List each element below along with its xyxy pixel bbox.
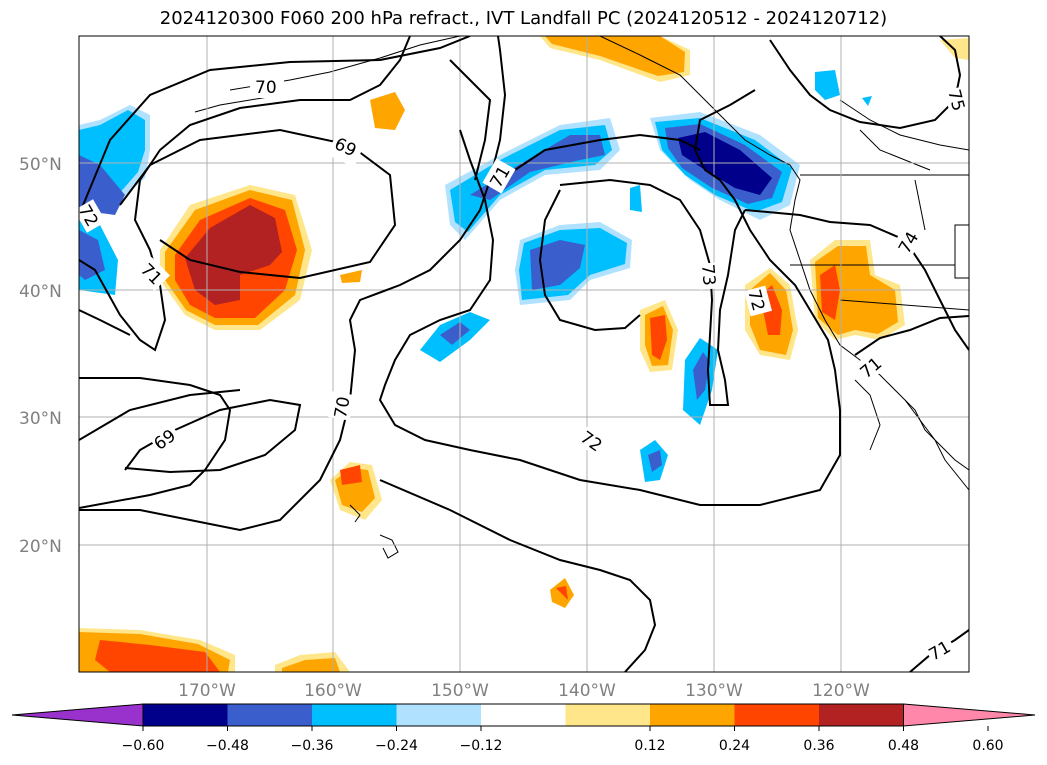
- colorbar-outline: [142, 703, 904, 727]
- colorbar-tick-label: 0.24: [719, 738, 750, 754]
- contour-label: 70: [255, 78, 277, 98]
- lon-label: 130°W: [685, 681, 743, 701]
- lat-label: 40°N: [19, 282, 62, 302]
- lon-label: 140°W: [558, 681, 616, 701]
- colorbar-segment: [565, 704, 651, 726]
- colorbar-tick-label: 0.60: [972, 738, 1003, 754]
- colorbar-segment: [396, 704, 482, 726]
- lon-labels: 170°W 160°W 150°W 140°W 130°W 120°W: [178, 681, 870, 701]
- map-panel: 70 69 71 72 71 73 72 72 70 69 71 74 75: [74, 36, 969, 672]
- colorbar-segment: [819, 704, 904, 726]
- lon-label: 150°W: [431, 681, 489, 701]
- coastlines: [194, 36, 969, 559]
- contour-label: 70: [331, 395, 354, 420]
- colorbar-tick-label: 0.12: [634, 738, 665, 754]
- colorbar-segment: [650, 704, 735, 726]
- lon-label: 170°W: [178, 681, 236, 701]
- colorbar-extend-low: [11, 703, 144, 727]
- lat-label: 20°N: [19, 537, 62, 557]
- colorbar-segment: [312, 704, 397, 726]
- contour-label: 73: [697, 263, 719, 286]
- colorbar-extend-high: [903, 703, 1036, 727]
- lat-label: 30°N: [19, 409, 62, 429]
- contour-label: 72: [74, 202, 102, 231]
- lon-label: 120°W: [812, 681, 870, 701]
- lat-labels: 50°N 40°N 30°N 20°N: [19, 155, 62, 557]
- colorbar-segment: [227, 704, 313, 726]
- colorbar: −0.60 −0.48 −0.36 −0.24 −0.12 0.12 0.24 0.36 0.4…: [11, 703, 1036, 754]
- colorbar-segment: [734, 704, 820, 726]
- colorbar-segment: [481, 704, 566, 726]
- colorbar-tick-label: −0.12: [460, 738, 503, 754]
- colorbar-tick-label: 0.36: [803, 738, 834, 754]
- colorbar-tick-label: 0.48: [888, 738, 919, 754]
- lon-label: 160°W: [304, 681, 362, 701]
- colorbar-segment: [143, 704, 228, 726]
- colorbar-tick-label: −0.36: [291, 738, 334, 754]
- colorbar-tick-label: −0.60: [122, 738, 165, 754]
- colorbar-tick-label: −0.48: [206, 738, 249, 754]
- colorbar-tick-label: −0.24: [375, 738, 418, 754]
- map-title: 2024120300 F060 200 hPa refract., IVT La…: [159, 8, 888, 29]
- lat-label: 50°N: [19, 155, 62, 175]
- refractivity-contours: [79, 36, 969, 672]
- map-frame: [78, 35, 970, 673]
